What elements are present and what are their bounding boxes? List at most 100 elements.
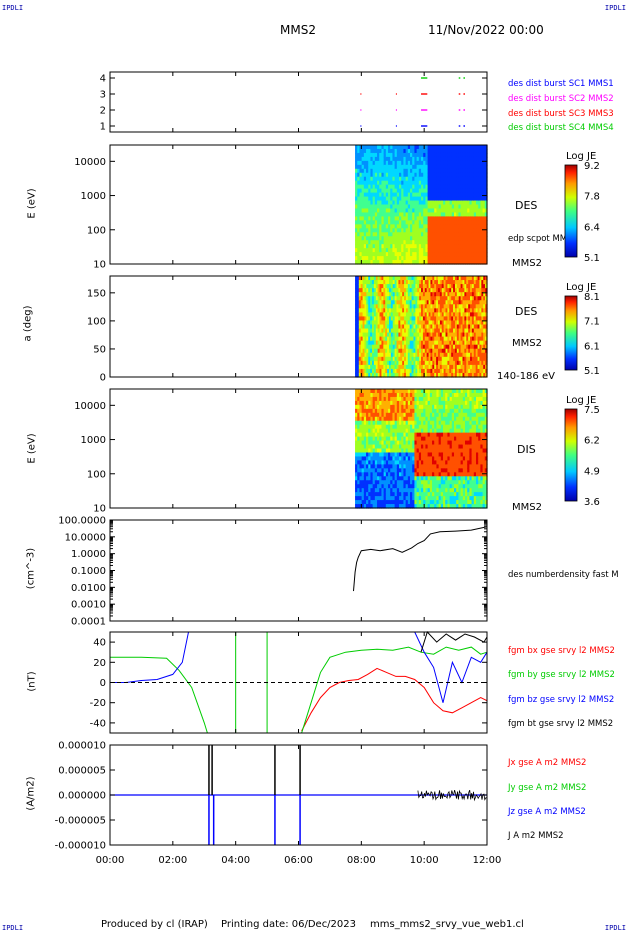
des-pitch-spectrogram-cell xyxy=(379,296,383,301)
des-energy-spectrogram-cell xyxy=(460,216,464,221)
dis-energy-spectrogram-cell xyxy=(440,404,444,410)
dis-energy-spectrogram-cell xyxy=(421,416,424,422)
des-energy-spectrogram-cell xyxy=(436,212,440,217)
dis-energy-spectrogram-cell xyxy=(423,476,427,481)
des-pitch-spectrogram-cell xyxy=(375,320,379,326)
des-energy-spectrogram-cell xyxy=(414,156,418,162)
des-energy-spectrogram-cell xyxy=(482,208,486,214)
des-pitch-spectrogram-cell xyxy=(443,292,447,297)
des-energy-spectrogram-cell xyxy=(440,208,444,214)
des-pitch-spectrogram-cell xyxy=(375,308,379,313)
des-pitch-spectrogram-cell xyxy=(396,312,400,317)
des-energy-spectrogram-cell xyxy=(484,236,488,241)
des-pitch-spectrogram-cell xyxy=(434,340,437,346)
des-energy-spectrogram-cell xyxy=(412,248,416,253)
des-energy-spectrogram-cell xyxy=(478,248,482,253)
dis-energy-spectrogram-cell xyxy=(392,416,396,422)
des-pitch-spectrogram-cell xyxy=(405,356,409,362)
des-pitch-spectrogram-cell xyxy=(411,360,415,366)
des-pitch-colorbar-title: Log JE xyxy=(566,282,597,293)
des-energy-spectrogram-cell xyxy=(425,256,429,261)
des-energy-spectrogram-cell xyxy=(473,208,477,214)
dis-energy-spectrogram-cell xyxy=(363,408,367,414)
des-pitch-spectrogram-cell xyxy=(458,360,462,366)
des-energy-spectrogram-cell xyxy=(414,232,418,237)
des-pitch-spectrogram-cell xyxy=(451,372,454,378)
des-energy-spectrogram-cell xyxy=(366,148,369,154)
des-energy-spectrogram-cell xyxy=(405,188,409,194)
des-pitch-spectrogram-cell xyxy=(417,344,420,350)
dis-energy-spectrogram-cell xyxy=(370,464,374,469)
dis-energy-spectrogram-cell xyxy=(421,504,424,509)
des-pitch-spectrogram-cell xyxy=(470,344,473,350)
dis-energy-spectrogram-cell xyxy=(429,412,433,418)
des-energy-spectrogram-cell xyxy=(363,176,367,182)
des-energy-spectrogram-cell xyxy=(396,228,400,233)
des-energy-spectrogram-cell xyxy=(421,248,424,253)
des-energy-spectrogram-cell xyxy=(454,148,457,154)
dis-energy-spectrogram-cell xyxy=(366,472,369,477)
dis-energy-spectrogram-cell xyxy=(379,400,383,406)
des-pitch-spectrogram-cell xyxy=(437,360,441,366)
des-pitch-spectrogram-cell xyxy=(394,288,398,293)
des-energy-spectrogram-cell xyxy=(438,228,442,233)
dis-energy-spectrogram-cell xyxy=(438,468,442,473)
des-energy-spectrogram-cell xyxy=(363,220,367,225)
des-energy-spectrogram-cell xyxy=(412,212,416,217)
des-energy-spectrogram-cell xyxy=(392,260,396,265)
des-pitch-spectrogram-cell xyxy=(477,280,481,285)
des-energy-spectrogram-cell xyxy=(403,208,407,214)
des-energy-spectrogram-cell xyxy=(421,200,424,206)
des-energy-spectrogram-cell xyxy=(447,212,451,217)
des-pitch-spectrogram-cell xyxy=(398,348,401,354)
dis-energy-spectrogram-cell xyxy=(368,424,372,430)
des-energy-spectrogram-cell xyxy=(385,145,389,150)
dis-energy-spectrogram-cell xyxy=(438,496,442,501)
dis-energy-spectrogram-cell xyxy=(434,444,438,450)
dis-energy-spectrogram-cell xyxy=(403,452,407,458)
des-energy-spectrogram-cell xyxy=(423,244,427,249)
des-pitch-spectrogram-cell xyxy=(417,368,420,374)
des-energy-spectrogram-cell xyxy=(392,212,396,217)
des-energy-spectrogram-cell xyxy=(381,212,385,217)
des-energy-spectrogram-cell xyxy=(451,216,455,221)
des-pitch-spectrogram-cell xyxy=(392,288,396,293)
des-pitch-spectrogram-cell xyxy=(453,296,456,301)
dis-energy-spectrogram-cell xyxy=(361,496,365,501)
des-pitch-spectrogram-cell xyxy=(460,300,464,305)
des-pitch-spectrogram-cell xyxy=(485,304,488,309)
dis-energy-spectrogram-cell xyxy=(383,460,387,465)
dis-energy-spectrogram-cell xyxy=(359,404,363,410)
dis-energy-spectrogram-cell xyxy=(407,416,411,422)
des-energy-spectrogram-cell xyxy=(414,248,418,253)
des-pitch-spectrogram-cell xyxy=(430,324,433,330)
des-energy-spectrogram-cell xyxy=(355,212,358,217)
des-pitch-spectrogram-cell xyxy=(364,312,367,317)
dis-energy-spectrogram-cell xyxy=(383,484,387,489)
des-pitch-spectrogram-cell xyxy=(460,332,464,338)
des-pitch-spectrogram-cell xyxy=(428,356,432,362)
des-energy-spectrogram-cell xyxy=(381,176,385,182)
dis-energy-spectrogram-cell xyxy=(443,424,446,430)
dis-energy-spectrogram-cell xyxy=(456,396,460,402)
dis-energy-spectrogram-cell xyxy=(423,500,427,505)
des-energy-spectrogram-cell xyxy=(454,172,457,178)
dis-energy-spectrogram-cell xyxy=(396,389,400,394)
des-pitch-spectrogram-cell xyxy=(449,372,452,378)
des-pitch-spectrogram-cell xyxy=(372,340,375,346)
des-pitch-spectrogram-cell xyxy=(437,288,441,293)
dis-energy-spectrogram-cell xyxy=(443,428,446,434)
des-pitch-spectrogram-cell xyxy=(400,324,403,330)
des-pitch-spectrogram-cell xyxy=(379,328,383,334)
dis-energy-spectrogram-cell xyxy=(372,408,376,414)
des-energy-spectrogram-cell xyxy=(436,152,440,158)
des-pitch-spectrogram-cell xyxy=(356,340,360,346)
des-energy-spectrogram-cell xyxy=(418,164,422,170)
des-pitch-spectrogram-cell xyxy=(377,296,381,301)
des-energy-spectrogram-cell xyxy=(443,208,446,214)
des-energy-spectrogram-cell xyxy=(359,232,363,237)
des-pitch-spectrogram-cell xyxy=(443,280,447,285)
des-energy-spectrogram-cell xyxy=(425,216,429,221)
des-energy-spectrogram-cell xyxy=(454,240,457,245)
dis-energy-spectrogram-cell xyxy=(447,496,451,501)
